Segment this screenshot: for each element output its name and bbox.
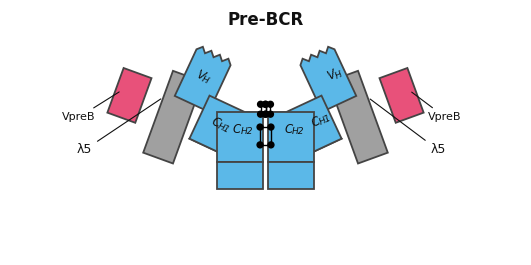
Circle shape bbox=[268, 124, 274, 130]
Text: λ5: λ5 bbox=[77, 99, 161, 156]
Bar bbox=[269, 112, 314, 162]
Polygon shape bbox=[328, 71, 388, 164]
Polygon shape bbox=[301, 47, 356, 112]
Polygon shape bbox=[269, 112, 341, 154]
Bar bbox=[217, 162, 262, 189]
Text: H1: H1 bbox=[318, 113, 333, 127]
Polygon shape bbox=[107, 68, 151, 123]
Polygon shape bbox=[143, 71, 203, 164]
Polygon shape bbox=[287, 96, 341, 154]
Text: H: H bbox=[333, 69, 344, 80]
Text: V: V bbox=[325, 68, 338, 83]
Circle shape bbox=[257, 142, 263, 148]
Text: H2: H2 bbox=[241, 127, 253, 136]
Circle shape bbox=[257, 124, 263, 130]
Circle shape bbox=[262, 101, 269, 107]
Polygon shape bbox=[380, 68, 424, 123]
Text: V: V bbox=[193, 68, 206, 83]
Text: C: C bbox=[209, 114, 222, 130]
Text: C: C bbox=[309, 114, 322, 130]
Text: VpreB: VpreB bbox=[412, 92, 462, 122]
Circle shape bbox=[262, 101, 269, 107]
Text: Pre-BCR: Pre-BCR bbox=[227, 11, 304, 29]
Circle shape bbox=[258, 101, 263, 107]
Text: C: C bbox=[284, 122, 293, 135]
Circle shape bbox=[268, 101, 273, 107]
Bar bbox=[217, 112, 262, 162]
Circle shape bbox=[262, 111, 269, 117]
Circle shape bbox=[268, 111, 273, 117]
Circle shape bbox=[258, 111, 263, 117]
Bar bbox=[269, 162, 314, 189]
Text: H: H bbox=[200, 75, 210, 86]
Text: λ5: λ5 bbox=[370, 99, 446, 156]
Text: C: C bbox=[233, 122, 241, 135]
Text: H2: H2 bbox=[292, 127, 304, 136]
Text: H1: H1 bbox=[216, 122, 231, 135]
Polygon shape bbox=[190, 112, 262, 154]
Polygon shape bbox=[175, 47, 230, 112]
Circle shape bbox=[262, 111, 269, 117]
Text: VpreB: VpreB bbox=[62, 92, 119, 122]
Circle shape bbox=[268, 142, 274, 148]
Polygon shape bbox=[190, 96, 244, 154]
